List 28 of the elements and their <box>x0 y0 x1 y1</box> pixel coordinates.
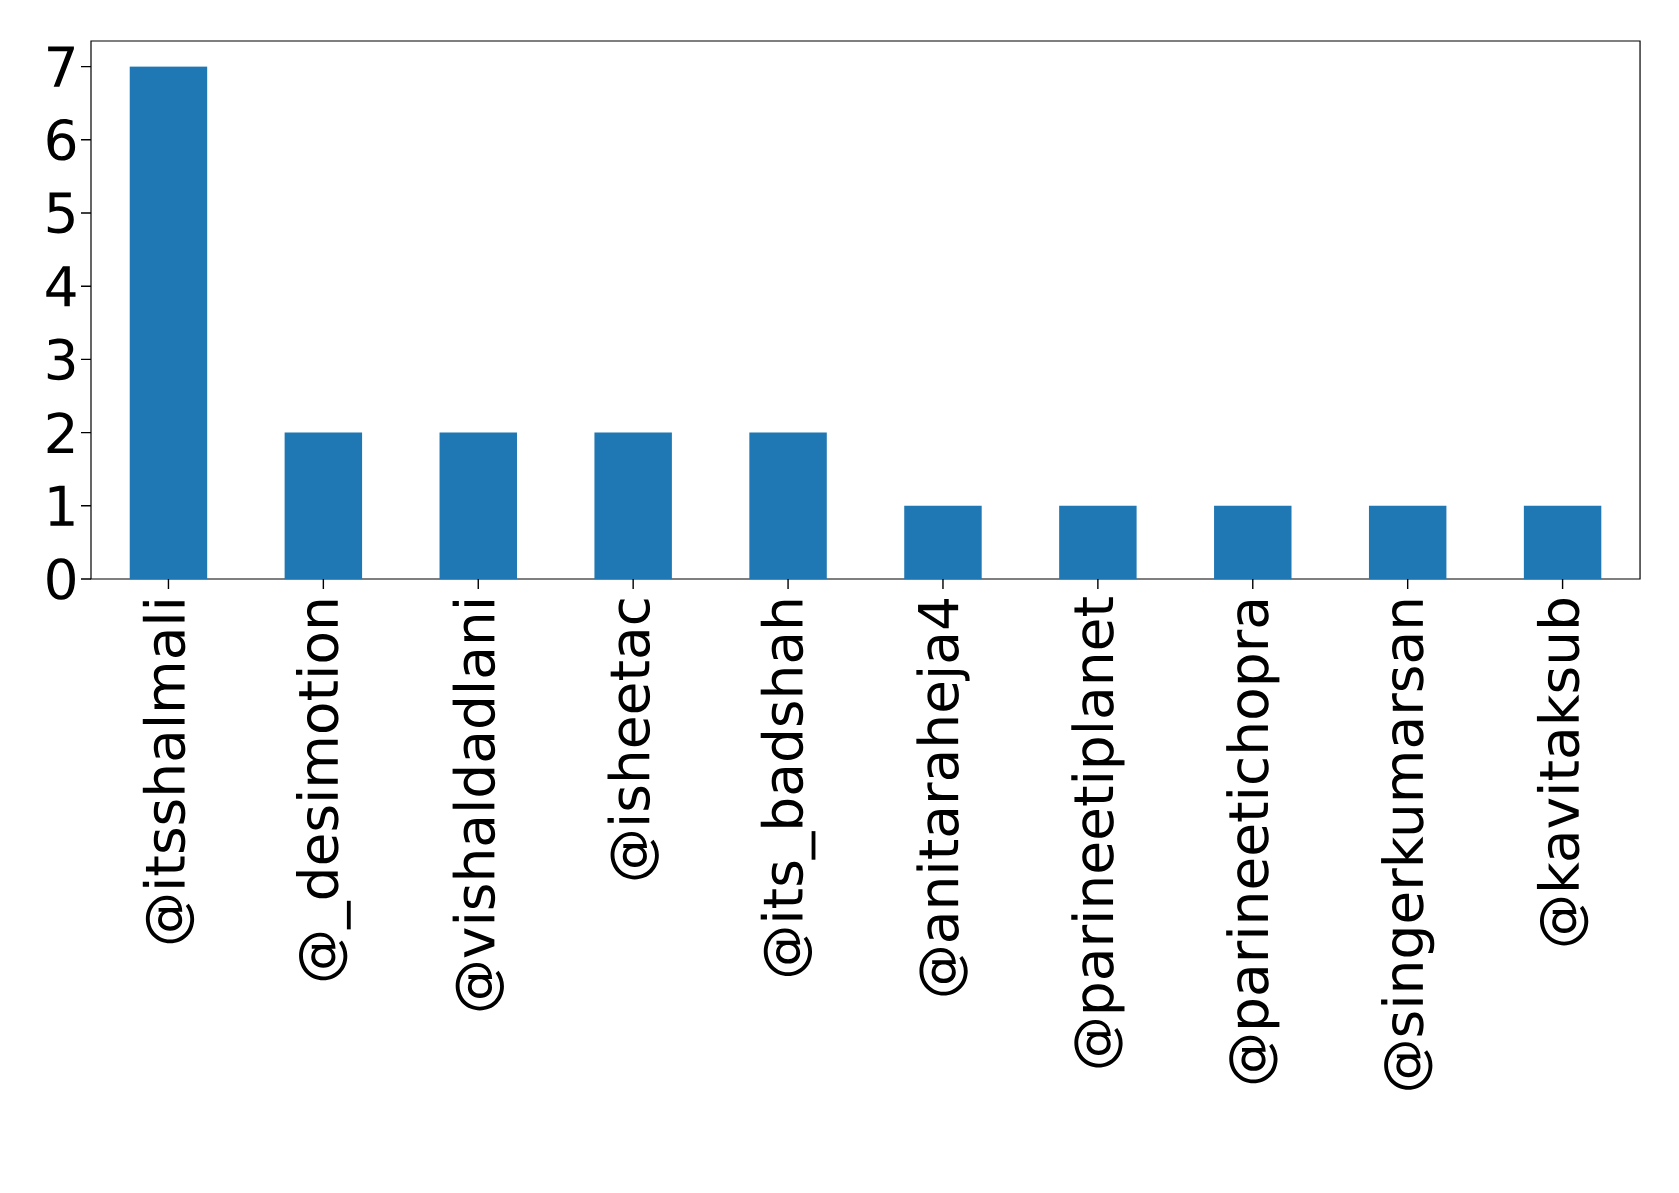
y-tick-label: 1 <box>49 485 74 526</box>
y-tick-label: 6 <box>47 119 76 161</box>
bar <box>1368 505 1447 579</box>
bar <box>1214 505 1292 579</box>
x-tick-label: @isheetac <box>607 599 659 880</box>
bar <box>749 432 827 579</box>
bar <box>1059 505 1137 579</box>
bar <box>904 505 982 579</box>
x-tick-label: @its_badshah <box>760 600 816 977</box>
x-tick-label: @itsshalmali <box>142 601 195 944</box>
bar <box>129 66 208 579</box>
x-tick-label: @_desimotion <box>295 600 351 981</box>
bar <box>594 432 672 579</box>
x-tick-label: @anitaraheja4 <box>916 599 970 996</box>
y-tick-label: 7 <box>48 46 74 87</box>
y-tick-label: 2 <box>47 412 74 454</box>
x-tick-label: @vishaldadlani <box>452 601 504 1011</box>
y-tick-label: 5 <box>47 192 74 234</box>
x-tick-label: @kavitaksub <box>1536 599 1589 946</box>
y-tick-label: 3 <box>47 338 75 381</box>
bar <box>1523 505 1602 579</box>
y-tick-label: 0 <box>47 558 75 600</box>
y-tick-label: 4 <box>46 266 76 307</box>
bar <box>284 432 363 579</box>
bar <box>439 432 517 579</box>
x-tick-label: @parineetichopra <box>1226 601 1280 1084</box>
x-tick-label: @parineetiplanet <box>1071 597 1125 1068</box>
x-tick-label: @singerkumarsan <box>1381 600 1435 1090</box>
